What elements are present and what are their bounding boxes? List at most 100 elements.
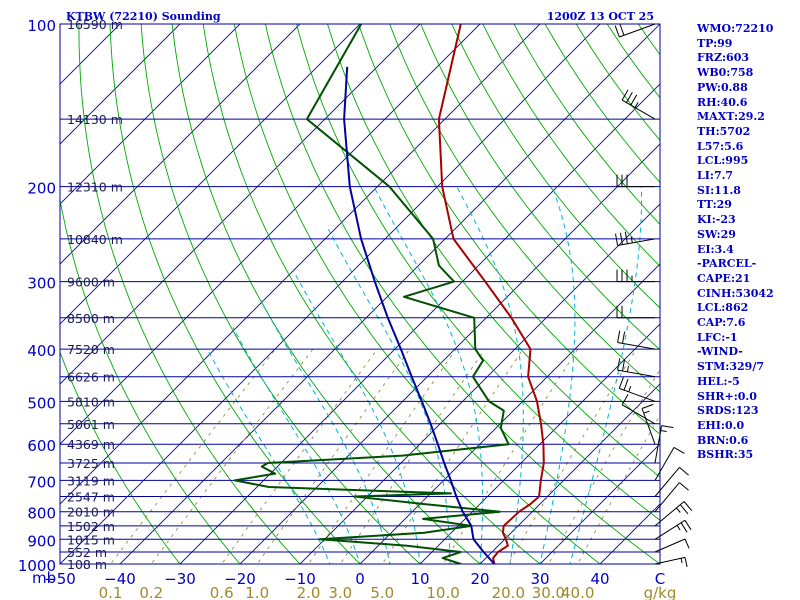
mixing-ratio-label: 0.2 — [139, 584, 163, 600]
chart-subtitle: 1200Z 13 OCT 25 — [547, 10, 654, 23]
wind-barb — [618, 377, 656, 402]
diagram-grid — [60, 24, 660, 564]
plot-frame — [59, 23, 661, 565]
pressure-axis-label: mb — [32, 569, 56, 587]
dry-adiabat — [264, 24, 660, 564]
mixing-ratio-label: 20.0 — [492, 584, 525, 600]
parcel-path — [343, 66, 496, 564]
pressure-tick-label: 1000 — [18, 557, 56, 575]
dry-adiabat — [109, 24, 361, 564]
mixing-ratio-label: 30.0 — [532, 584, 565, 600]
sounding-profiles — [233, 24, 545, 564]
sounding-index: PW:0.88 — [697, 80, 748, 94]
isotherm — [60, 24, 481, 445]
sounding-index: -PARCEL- — [697, 257, 757, 271]
sounding-index: WB0:758 — [697, 66, 754, 80]
mixing-ratio-line — [577, 414, 660, 564]
isotherm — [60, 24, 241, 205]
mixing-ratio-line — [339, 348, 486, 564]
sounding-index: L57:5.6 — [697, 139, 744, 153]
moist-adiabat — [327, 229, 451, 564]
sounding-index: EHI:0.0 — [697, 418, 745, 432]
moist-adiabat — [260, 300, 391, 564]
sounding-index: LFC:-1 — [697, 330, 738, 344]
wind-barb — [654, 482, 689, 513]
height-label: 14130 m — [67, 112, 123, 127]
dry-adiabat — [171, 24, 481, 564]
height-label: 4369 m — [67, 437, 115, 452]
sounding-index: HEL:-5 — [697, 374, 740, 388]
dry-adiabat — [451, 24, 660, 309]
wind-barb — [654, 425, 674, 464]
height-label: 10840 m — [67, 232, 123, 247]
mixing-ratio-line — [381, 348, 524, 564]
sounding-index: BRN:0.6 — [697, 433, 749, 447]
isotherm — [60, 24, 301, 265]
wind-barb — [614, 23, 656, 38]
wind-barb — [617, 358, 656, 378]
dry-adiabat — [389, 24, 660, 393]
pressure-tick-label: 400 — [27, 342, 56, 360]
height-label: 108 m — [67, 557, 107, 572]
sounding-index: LCL:862 — [697, 301, 749, 315]
sounding-index: SI:11.8 — [697, 183, 741, 197]
sounding-index: CINH:53042 — [697, 286, 774, 300]
dewpoint-profile — [233, 24, 510, 564]
mixing-ratio-label: 2.0 — [297, 584, 321, 600]
mixing-ratio-label: 0.1 — [99, 584, 123, 600]
sounding-index: -WIND- — [697, 345, 743, 359]
temperature-tick-label: −10 — [284, 570, 316, 588]
height-label: 3119 m — [67, 473, 115, 488]
mixing-ratio-label: 0.6 — [210, 584, 234, 600]
height-label: 6626 m — [67, 370, 115, 385]
dry-adiabat — [482, 24, 660, 267]
sounding-index: BSHR:35 — [697, 448, 754, 462]
wind-barb — [654, 538, 690, 553]
height-label: 552 m — [67, 545, 107, 560]
sounding-index: CAPE:21 — [697, 271, 751, 285]
pressure-tick-label: 900 — [27, 532, 56, 550]
dry-adiabat — [202, 24, 541, 564]
mixing-ratio-line — [221, 348, 378, 564]
mixing-ratio-unit: g/kg — [644, 584, 677, 600]
pressure-tick-label: 300 — [27, 275, 56, 293]
dry-adiabat — [296, 24, 660, 521]
temperature-tick-label: −50 — [44, 570, 76, 588]
pressure-tick-label: 600 — [27, 437, 56, 455]
wind-barb — [654, 446, 685, 481]
moist-adiabat — [373, 186, 484, 564]
moist-adiabat — [208, 351, 331, 564]
mixing-ratio-label: 3.0 — [328, 584, 352, 600]
temperature-axis-label: C — [655, 570, 665, 588]
pressure-tick-label: 700 — [27, 473, 56, 491]
isotherm — [60, 24, 361, 325]
isotherm — [60, 24, 421, 385]
height-label: 3725 m — [67, 456, 115, 471]
temperature-tick-label: 0 — [355, 570, 365, 588]
dry-adiabat — [60, 197, 241, 564]
temperature-tick-label: 20 — [470, 570, 489, 588]
wind-barb — [615, 231, 656, 246]
temperature-tick-label: 40 — [590, 570, 609, 588]
wind-barb — [641, 403, 656, 445]
dry-adiabat — [233, 24, 601, 564]
isotherm — [299, 203, 660, 564]
sounding-indices: WMO:72210 TP:99 FRZ:603 WB0:758 PW:0.88 RH:40… — [697, 22, 800, 463]
height-label: 1502 m — [67, 519, 115, 534]
dry-adiabat — [60, 350, 181, 564]
isotherm — [479, 383, 660, 564]
pressure-tick-label: 100 — [27, 17, 56, 35]
wind-barb — [654, 556, 688, 568]
height-label: 2547 m — [67, 490, 115, 505]
dry-adiabat — [420, 24, 660, 351]
sounding-index: LI:7.7 — [697, 169, 734, 183]
sounding-index: RH:40.6 — [697, 95, 748, 109]
chart-title: KTBW (72210) Sounding — [66, 10, 221, 23]
pressure-tick-label: 500 — [27, 394, 56, 412]
dry-adiabat — [358, 24, 660, 435]
sounding-index: LCL:995 — [697, 154, 749, 168]
wind-barb — [617, 330, 656, 350]
sounding-index: STM:329/7 — [697, 360, 764, 374]
wind-barb — [616, 174, 655, 188]
height-label: 12310 m — [67, 180, 123, 195]
